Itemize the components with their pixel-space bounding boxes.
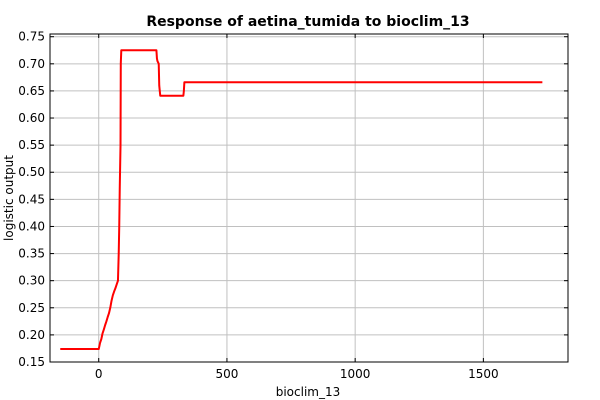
chart-title: Response of aetina_tumida to bioclim_13 — [146, 14, 469, 30]
plot-area-frame — [49, 33, 569, 363]
y-tick-label: 0.35 — [18, 247, 45, 261]
x-tick-label: 1500 — [468, 367, 499, 381]
x-tick-label: 1000 — [340, 367, 371, 381]
grid-lines — [50, 34, 568, 363]
y-tick-label: 0.50 — [18, 165, 45, 179]
y-tick-label: 0.70 — [18, 57, 45, 71]
y-tick-label: 0.65 — [18, 84, 45, 98]
y-tick-label: 0.75 — [18, 30, 45, 44]
y-axis-label: logistic output — [2, 155, 16, 241]
y-tick-label: 0.45 — [18, 192, 45, 206]
y-tick-label: 0.20 — [18, 328, 45, 342]
y-tick-label: 0.15 — [18, 355, 45, 369]
y-tick-label: 0.40 — [18, 219, 45, 233]
x-axis-label: bioclim_13 — [276, 385, 341, 399]
y-tick-label: 0.25 — [18, 301, 45, 315]
y-tick-label: 0.60 — [18, 111, 45, 125]
series-layer — [60, 49, 543, 350]
axis-ticks: 0 500 1000 1500 0.15 0.20 0.25 0.30 0.35 0.40 0.45… — [18, 30, 568, 381]
series-line-0 — [60, 49, 543, 350]
y-tick-label: 0.30 — [18, 274, 45, 288]
y-tick-label: 0.55 — [18, 138, 45, 152]
x-tick-label: 0 — [95, 367, 103, 381]
x-tick-label: 500 — [215, 367, 238, 381]
